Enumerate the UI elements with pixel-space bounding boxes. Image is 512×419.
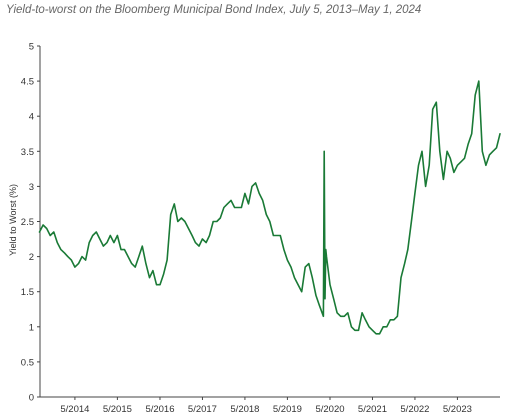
y-axis-label: Yield to Worst (%)	[8, 184, 18, 256]
x-tick-label: 5/2015	[103, 404, 132, 415]
x-tick-label: 5/2019	[273, 404, 302, 415]
y-tick-label: 4.5	[21, 77, 34, 88]
y-tick-label: 0	[29, 393, 34, 404]
y-tick-label: 3.5	[21, 147, 34, 158]
x-tick-labels: 5/2014 5/2015 5/2016 5/2017 5/2018 5/2019 5/20…	[60, 404, 472, 415]
series-line-yield	[38, 80, 501, 335]
y-tick-label: 2.5	[21, 217, 34, 228]
x-tick-label: 5/2016	[145, 404, 174, 415]
x-tick-label: 5/2014	[60, 404, 89, 415]
chart-axes	[37, 45, 500, 400]
y-tick-label: 5	[29, 42, 34, 53]
chart-title: Yield-to-worst on the Bloomberg Municipa…	[6, 4, 422, 16]
y-tick-label: 3	[29, 182, 34, 193]
x-tick-label: 5/2022	[400, 404, 429, 415]
y-tick-label: 0.5	[21, 357, 34, 368]
y-tick-label: 4	[29, 112, 34, 123]
y-tick-label: 1.5	[21, 287, 34, 298]
y-tick-labels: 0 0.5 1 1.5 2 2.5 3 3.5 4 4.5 5	[21, 42, 34, 404]
x-tick-label: 5/2021	[358, 404, 387, 415]
y-tick-label: 1	[29, 322, 34, 333]
x-tick-label: 5/2017	[188, 404, 217, 415]
x-tick-label: 5/2023	[443, 404, 472, 415]
x-tick-label: 5/2020	[315, 404, 344, 415]
x-tick-label: 5/2018	[230, 404, 259, 415]
y-tick-label: 2	[29, 252, 34, 263]
